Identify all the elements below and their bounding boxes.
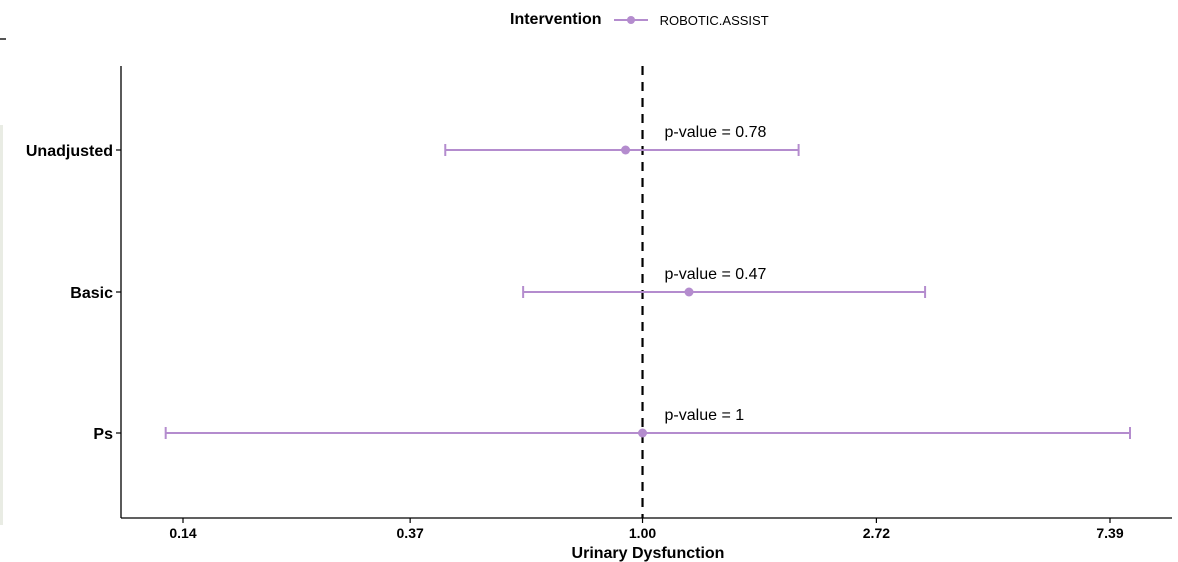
legend: Intervention ROBOTIC.ASSIST [510, 10, 769, 30]
x-tick-label: 7.39 [1096, 525, 1123, 541]
x-axis-label: Urinary Dysfunction [572, 545, 725, 562]
estimate-point [621, 145, 631, 155]
legend-key-icon [612, 10, 650, 30]
x-tick-label: 2.72 [863, 525, 890, 541]
edge-mark [0, 38, 6, 40]
p-value-annotation: p-value = 1 [665, 407, 745, 424]
legend-label: ROBOTIC.ASSIST [659, 12, 769, 28]
p-value-annotation: p-value = 0.47 [665, 266, 767, 283]
y-tick-label: Unadjusted [26, 143, 113, 160]
estimate-point [638, 428, 648, 438]
x-tick-label: 1.00 [629, 525, 656, 541]
marks: p-value = 0.78 p-value = 0.47 p-value = 1 [164, 66, 1131, 518]
p-value-annotation: p-value = 0.78 [665, 124, 767, 141]
y-tick-label: Basic [70, 285, 113, 302]
axes: 0.14 0.37 1.00 2.72 7.39 Unadjusted Basic Ps [26, 66, 1172, 541]
legend-title: Intervention [510, 11, 602, 28]
edge-strip [0, 125, 3, 525]
y-tick-label: Ps [93, 426, 113, 443]
x-tick-label: 0.14 [169, 525, 196, 541]
estimate-point [684, 287, 694, 297]
x-tick-label: 0.37 [397, 525, 424, 541]
